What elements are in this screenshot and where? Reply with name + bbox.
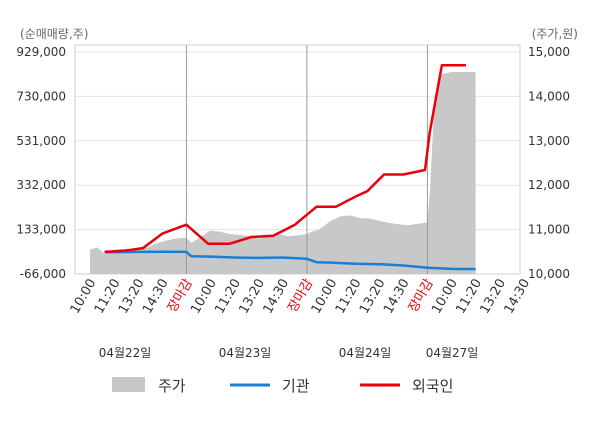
right-tick-label: 14,000	[528, 89, 570, 103]
price-area	[90, 72, 476, 274]
left-tick-label: -66,000	[20, 267, 66, 281]
day-label: 04월22일	[99, 346, 152, 360]
legend-label: 외국인	[412, 377, 453, 395]
day-label: 04월24일	[339, 346, 392, 360]
right-tick-label: 11,000	[528, 223, 570, 237]
legend: 주가 기관 외국인	[112, 377, 453, 395]
left-axis-unit-label: (순매매량,주)	[20, 27, 88, 41]
series-area-price	[90, 72, 476, 274]
legend-label: 주가	[158, 377, 186, 395]
legend-swatch-price	[112, 377, 145, 392]
right-y-axis: 15,000 14,000 13,000 12,000 11,000 10,000	[528, 45, 570, 281]
left-tick-label: 929,000	[16, 45, 66, 59]
series-line-foreigner	[104, 63, 466, 254]
x-axis: 10:0011:2013:2014:30장마감10:0011:2013:2014…	[68, 276, 534, 316]
right-tick-label: 15,000	[528, 45, 570, 59]
legend-label: 기관	[282, 377, 310, 395]
left-tick-label: 730,000	[16, 89, 66, 103]
left-tick-label: 531,000	[16, 134, 66, 148]
right-tick-label: 10,000	[528, 267, 570, 281]
day-labels: 04월22일 04월23일 04월24일 04월27일	[99, 346, 479, 360]
left-y-axis: 929,000 730,000 531,000 332,000 133,000 -66,0…	[16, 45, 66, 281]
day-label: 04월23일	[219, 346, 272, 360]
right-tick-label: 13,000	[528, 134, 570, 148]
left-tick-label: 133,000	[16, 223, 66, 237]
day-label: 04월27일	[426, 346, 479, 360]
series-line-institution	[104, 250, 476, 271]
right-axis-unit-label: (주가,원)	[532, 27, 578, 41]
right-tick-label: 12,000	[528, 178, 570, 192]
series-lines	[104, 63, 476, 271]
left-tick-label: 332,000	[16, 178, 66, 192]
